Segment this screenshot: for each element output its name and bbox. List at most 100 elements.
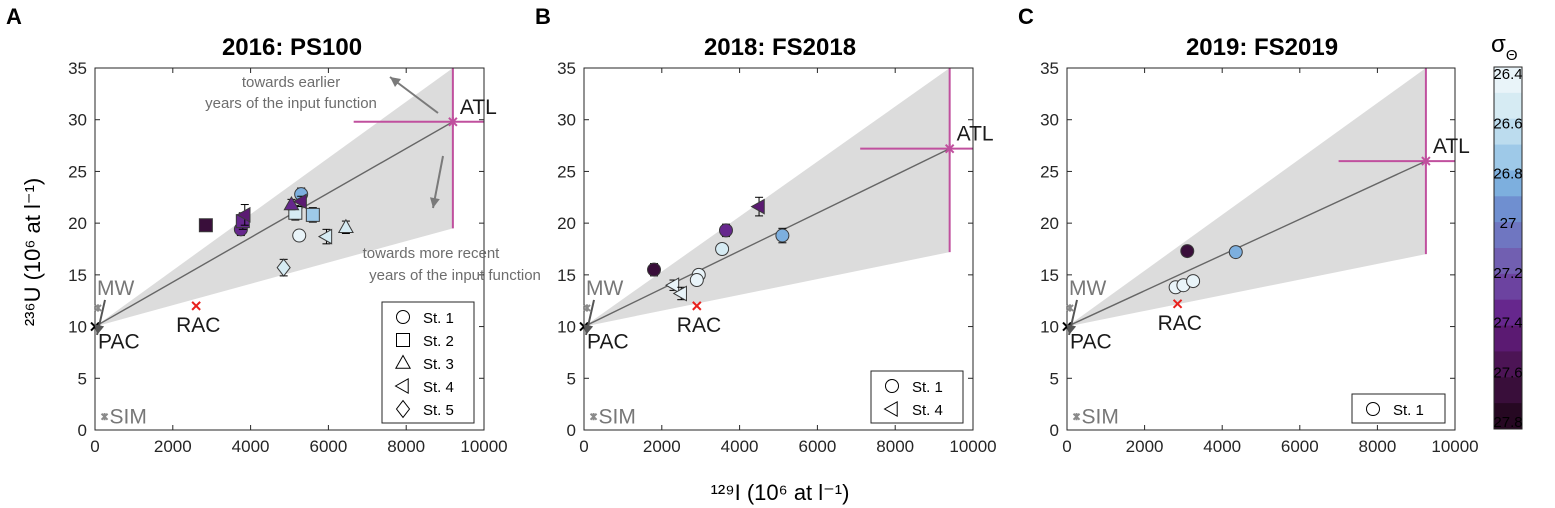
ref-rac: RAC: [176, 301, 220, 337]
ref-rac: RAC: [1158, 299, 1202, 335]
point-marker-square: [198, 218, 213, 233]
legend-box: [1351, 393, 1446, 424]
colorbar-frame: [1493, 66, 1523, 430]
colorbar-tick-label: 27.2: [1493, 265, 1522, 282]
legend-entry: St. 4: [423, 379, 454, 396]
ref-sim: SIM: [100, 406, 147, 429]
arrow-earlier: [389, 76, 439, 114]
legend-entry: St. 1: [1393, 402, 1424, 419]
ref-rac: RAC: [677, 301, 721, 337]
uncertainty-wedge: [1067, 68, 1426, 327]
y-tick-label: 5: [78, 369, 87, 388]
y-tick-label: 25: [68, 162, 87, 181]
ref-atl: ATL: [1421, 135, 1470, 166]
legend-marker-tri-left: [883, 400, 898, 418]
y-tick-label: 10: [557, 318, 576, 337]
legend-entry: St. 4: [912, 402, 943, 419]
colorbar-segment: [1494, 377, 1522, 404]
pac-label: PAC: [1070, 331, 1112, 354]
chart-title: 2019: FS2019: [1186, 34, 1338, 61]
annotation-earlier-2: years of the input function: [205, 95, 377, 112]
mw-marker: [583, 304, 591, 312]
atl-label: ATL: [957, 123, 994, 146]
point-marker-diamond: [276, 258, 291, 277]
data-point: [715, 242, 730, 256]
data-point: [305, 207, 320, 223]
point-marker-circle: [647, 262, 662, 277]
data-point: [236, 204, 251, 226]
legend-entry: St. 1: [912, 379, 943, 396]
sim-marker: [589, 412, 598, 421]
x-tick-label: 4000: [232, 437, 270, 456]
x-tick-label: 2000: [154, 437, 192, 456]
rac-label: RAC: [677, 314, 721, 337]
legend-marker-circle: [885, 379, 899, 393]
colorbar-segment: [1494, 170, 1522, 197]
y-tick-label: 30: [68, 111, 87, 130]
mw-marker: [94, 304, 102, 312]
colorbar-segment: [1494, 248, 1522, 275]
data-point: [750, 196, 765, 217]
colorbar-segment: [1494, 403, 1522, 430]
data-point: [276, 258, 291, 277]
colorbar-segment: [1494, 273, 1522, 301]
legend-box: [870, 370, 964, 424]
ref-atl: ATL: [448, 96, 497, 127]
x-tick-label: 6000: [1281, 437, 1319, 456]
legend-marker-square: [396, 333, 410, 347]
x-tick-label: 0: [90, 437, 99, 456]
colorbar-segment: [1494, 67, 1522, 94]
x-tick-label: 10000: [460, 437, 507, 456]
colorbar-segment: [1494, 351, 1522, 378]
data-point: [664, 277, 680, 294]
y-tick-label: 35: [557, 59, 576, 78]
legend-marker-circle: [1366, 402, 1380, 416]
point-marker-circle: [1228, 245, 1243, 260]
data-point: [317, 228, 333, 245]
y-tick-label: 5: [567, 369, 576, 388]
ref-mw: MW: [94, 277, 134, 336]
panel-C: 0 2000 4000 6000 8000 10000 0 5 10 15 20 25 30 35 2019…: [1018, 4, 1479, 456]
legend-marker-diamond: [395, 399, 411, 419]
y-tick-label: 15: [557, 266, 576, 285]
axes-box: [94, 67, 485, 431]
colorbar-tick-label: 27.4: [1493, 315, 1522, 332]
colorbar-symbol: σΘ: [1491, 31, 1517, 64]
atl-label: ATL: [460, 96, 497, 119]
data-point: [283, 196, 300, 211]
legend-entry: St. 2: [423, 333, 454, 350]
y-tick-label: 35: [1040, 59, 1059, 78]
colorbar-segment: [1494, 299, 1522, 327]
x-tick-label: 10000: [949, 437, 996, 456]
point-marker-circle: [775, 228, 790, 243]
x-tick-label: 2000: [1126, 437, 1164, 456]
data-point: [775, 227, 790, 244]
point-marker-circle: [1180, 244, 1195, 259]
legend-marker-triangle: [394, 354, 412, 369]
ref-mw: MW: [583, 277, 623, 336]
x-tick-label: 6000: [798, 437, 836, 456]
panel-B: 0 2000 4000 6000 8000 10000 0 5 10 15 20 25 30 35 2018…: [535, 4, 997, 456]
colorbar-segment: [1494, 222, 1522, 249]
y-tick-label: 30: [557, 111, 576, 130]
panel-letter: B: [535, 4, 551, 29]
mixing-line: [1067, 160, 1427, 328]
legend-marker-tri-left: [394, 377, 409, 395]
colorbar-tick-label: 26.6: [1493, 116, 1522, 133]
colorbar: 26.4 26.6 26.8 27 27.2 27.4 27.6 27.8 σΘ: [1491, 31, 1523, 431]
annotation-recent-2: years of the input function: [369, 267, 541, 284]
point-marker-circle: [718, 223, 733, 238]
legend: St. 1 St. 4: [870, 370, 964, 424]
x-tick-label: 8000: [876, 437, 914, 456]
y-tick-label: 5: [1050, 369, 1059, 388]
colorbar-tick-label: 27.6: [1493, 364, 1522, 381]
data-point: [1186, 274, 1201, 289]
chart-title: 2016: PS100: [222, 34, 362, 61]
plot-area: [1067, 68, 1455, 328]
uncertainty-wedge: [584, 68, 950, 327]
colorbar-tick-label: 26.8: [1493, 165, 1522, 182]
legend-entry: St. 5: [423, 402, 454, 419]
mw-label: MW: [1069, 277, 1106, 300]
x-tick-label: 6000: [309, 437, 347, 456]
atl-label: ATL: [1433, 135, 1470, 158]
